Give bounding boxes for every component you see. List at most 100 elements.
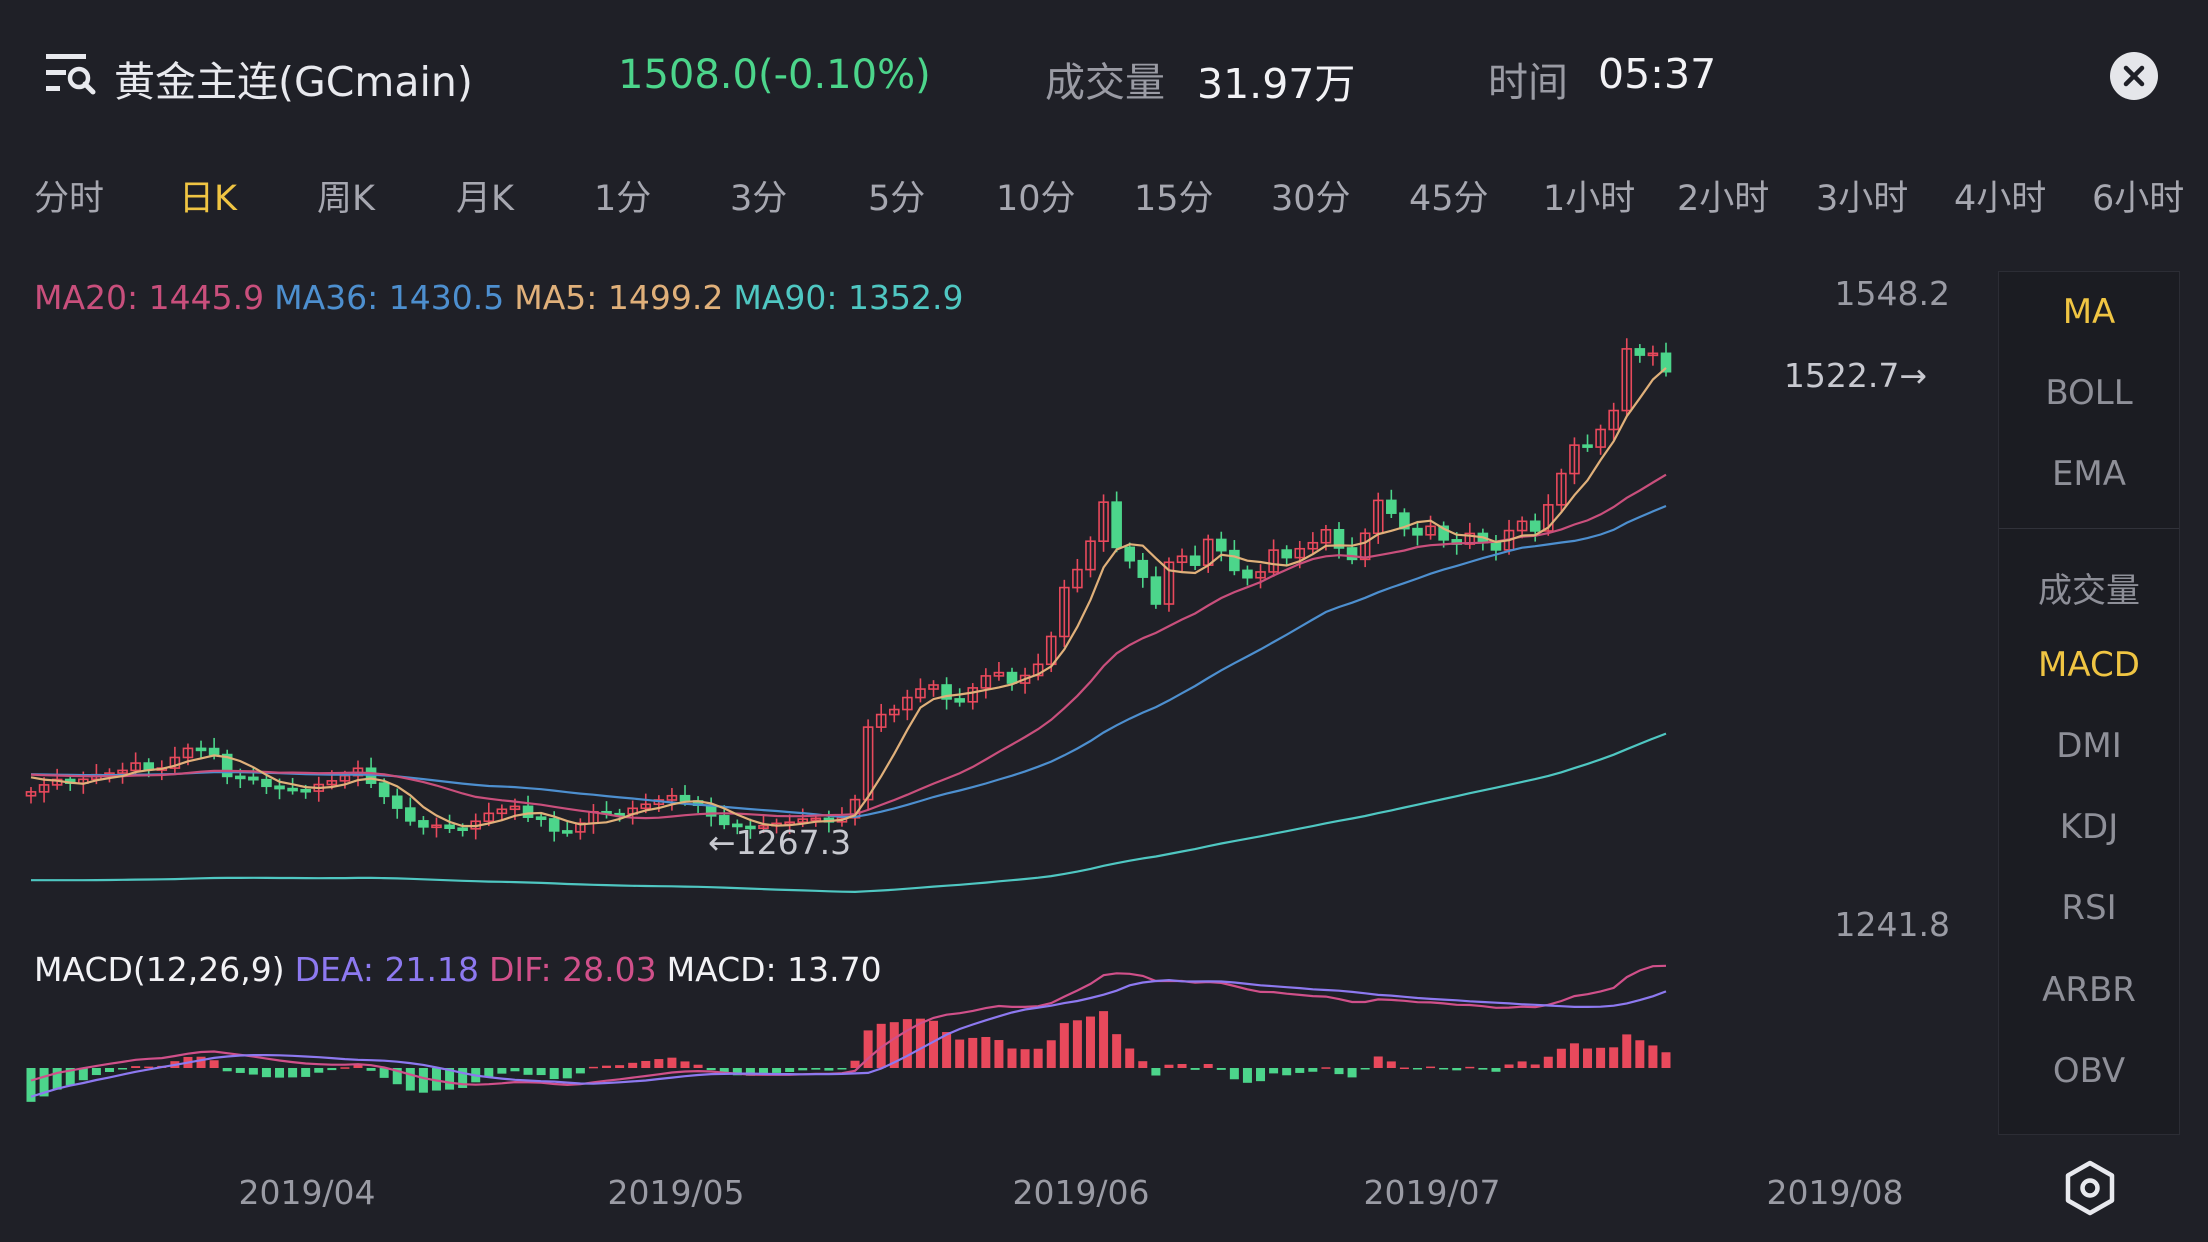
candle-up [1059,586,1070,638]
macd-bar-up [1112,1034,1122,1068]
macd-bar-up [588,1066,598,1069]
tab-period[interactable]: 15分 [1134,179,1214,219]
macd-bar-up [942,1032,952,1068]
candle-up [862,726,874,801]
x-tick-label: 2019/07 [1363,1173,1500,1212]
tab-period[interactable]: 日K [179,179,237,219]
legend-ma90: MA90: 1352.9 [733,278,964,317]
macd-bar-up [1203,1064,1213,1068]
indicator-dmi[interactable]: DMI [2056,726,2122,766]
macd-bar-up [1399,1067,1409,1070]
candle-down [234,775,246,780]
indicator-boll[interactable]: BOLL [2045,373,2133,413]
min-price-marker: ←1267.3 [708,823,851,862]
macd-bar-down [1360,1068,1370,1070]
tab-period[interactable]: 1分 [594,179,652,219]
candle-down [1124,546,1136,562]
indicator-kdj[interactable]: KDJ [2059,807,2119,847]
indicator-volume[interactable]: 成交量 [2038,571,2140,611]
settings-hexagon-icon[interactable] [2062,1160,2118,1216]
close-button[interactable] [2110,52,2158,100]
macd-bar-down [248,1068,258,1075]
candle-down [405,807,416,822]
candle-down [679,794,691,802]
tab-period[interactable]: 4小时 [1954,179,2047,219]
candle-down [1438,525,1449,541]
tab-period[interactable]: 周K [317,179,375,219]
macd-bar-up [667,1057,677,1068]
candle-down [300,788,311,793]
candle-down [457,827,468,832]
candle-down [418,820,429,828]
macd-bar-down [118,1068,128,1070]
macd-bar-down [719,1068,729,1075]
tab-period[interactable]: 分时 [34,179,105,219]
tab-period[interactable]: 30分 [1271,179,1351,219]
indicator-macd[interactable]: MACD [2038,645,2140,685]
macd-bar-down [1151,1068,1161,1076]
tab-period[interactable]: 5分 [868,179,926,219]
instrument-title[interactable]: 黄金主连(GCmain) [114,58,473,106]
macd-bar-up [1426,1066,1436,1069]
macd-bar-down [405,1068,415,1091]
candle-up [1072,568,1083,589]
candle-up [967,687,979,703]
candle-down [941,684,952,700]
candle-up [1268,549,1279,573]
tab-period[interactable]: 6小时 [2092,179,2185,219]
macd-bar-down [706,1068,716,1071]
legend-dif: DIF: 28.03 [488,950,657,989]
candle-up [666,794,678,801]
tab-period[interactable]: 10分 [996,179,1076,219]
macd-bar-up [1138,1061,1148,1068]
macd-bar-up [1504,1064,1514,1068]
candle-up [509,805,521,811]
tab-period[interactable]: 1小时 [1543,179,1636,219]
candle-up [575,822,586,833]
candle-down [548,818,560,832]
macd-bar-up [850,1060,860,1068]
list-search-icon[interactable] [46,52,96,98]
candle-up [902,696,913,711]
tab-period[interactable]: 3小时 [1816,179,1909,219]
tab-period[interactable]: 3分 [730,179,788,219]
indicator-ema[interactable]: EMA [2051,454,2127,494]
indicator-obv[interactable]: OBV [2052,1051,2126,1091]
macd-bar-down [1308,1068,1318,1072]
candle-down [1582,444,1593,448]
tab-period[interactable]: 月K [456,179,514,219]
macd-bar-down [549,1068,559,1080]
indicator-rsi[interactable]: RSI [2061,888,2117,928]
macd-bar-up [1609,1047,1619,1068]
tab-period[interactable]: 2小时 [1677,179,1770,219]
x-tick-label: 2019/04 [238,1173,375,1212]
macd-bar-down [811,1068,821,1070]
period-tabs: 分时 日K 周K 月K 1分 3分 5分 10分 15分 30分 45分 1小时… [0,170,2208,230]
candle-up [1307,541,1319,550]
macd-bar-up [340,1067,350,1069]
tab-period[interactable]: 45分 [1409,179,1489,219]
indicator-arbr[interactable]: ARBR [2042,970,2136,1010]
macd-bar-down [497,1068,507,1074]
x-tick-label: 2019/08 [1766,1173,1903,1212]
candle-up [1019,674,1031,684]
indicator-ma[interactable]: MA [2062,292,2116,332]
macd-bar-up [602,1065,612,1068]
volume-label: 成交量 [1045,60,1165,106]
macd-bar-up [628,1062,638,1068]
macd-bar-down [1452,1068,1462,1071]
macd-bar-down [772,1068,782,1073]
macd-bar-down [366,1068,376,1071]
candle-up [1320,528,1332,544]
macd-bar-down [575,1068,585,1074]
candle-up [182,747,194,759]
macd-bar-up [1085,1016,1095,1068]
indicator-divider [1999,528,2179,529]
macd-bar-up [902,1019,912,1068]
macd-bar-down [1478,1068,1488,1070]
macd-bar-up [1530,1064,1540,1068]
macd-bar-down [314,1068,324,1073]
macd-bar-down [1256,1068,1266,1082]
macd-bar-up [1072,1020,1082,1068]
